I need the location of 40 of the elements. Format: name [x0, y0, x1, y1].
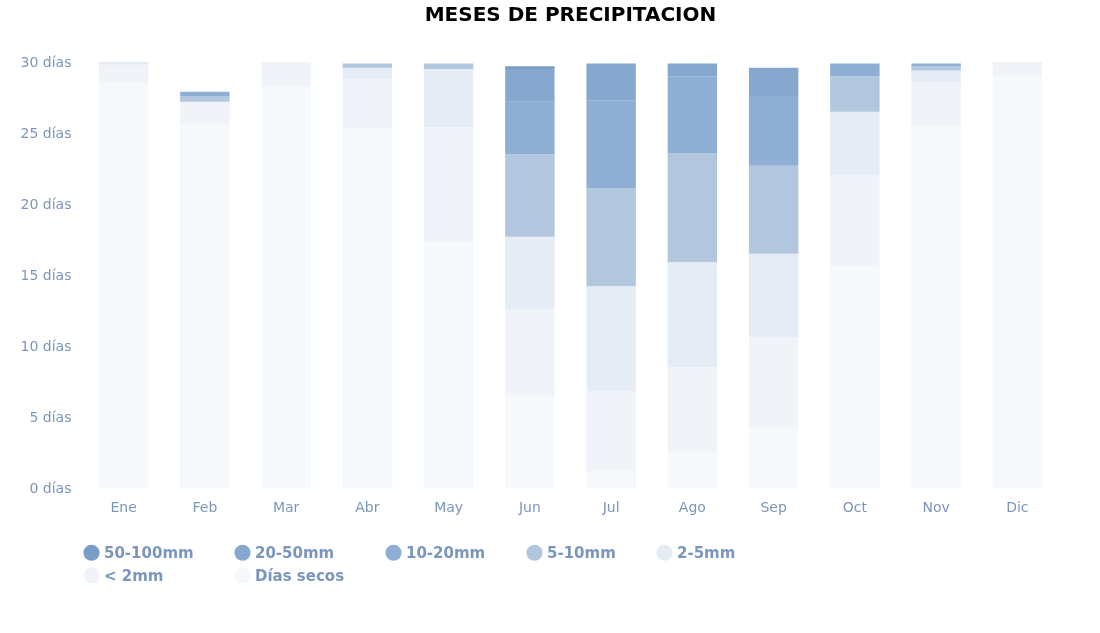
bar — [505, 66, 555, 70]
y-tick-label: 5 días — [29, 408, 72, 425]
bar — [342, 63, 393, 68]
legend-label: 50-100mm — [104, 543, 194, 562]
bar — [180, 91, 230, 97]
x-tick-label: Nov — [922, 498, 950, 515]
bar — [830, 63, 880, 77]
legend-label: 20-50mm — [255, 543, 335, 562]
bar — [586, 188, 636, 287]
x-tick-label: Abr — [355, 498, 380, 515]
bar — [911, 63, 961, 67]
y-tick-label: 30 días — [20, 53, 72, 70]
x-tick-label: Jul — [601, 498, 620, 515]
y-tick-label: 15 días — [20, 266, 72, 283]
bar — [505, 154, 555, 237]
bar — [667, 152, 718, 263]
x-tick-label: Ago — [678, 498, 706, 515]
bar — [748, 165, 799, 254]
x-tick-label: Jun — [517, 498, 541, 515]
legend-label: 2-5mm — [677, 543, 736, 562]
legend-label: < 2mm — [104, 566, 164, 585]
y-tick-label: 10 días — [20, 337, 72, 354]
x-tick-label: Oct — [842, 498, 868, 515]
y-tick-label: 25 días — [20, 124, 72, 141]
legend-label: 10-20mm — [406, 543, 486, 562]
bar — [830, 76, 880, 112]
x-tick-label: May — [434, 498, 464, 515]
bar — [180, 96, 230, 102]
bar — [911, 66, 961, 71]
legend-label: 5-10mm — [547, 543, 616, 562]
y-tick-label: 0 días — [29, 479, 72, 496]
x-tick-label: Ene — [110, 498, 137, 515]
y-tick-label: 20 días — [20, 195, 72, 212]
legend-label: Días secos — [255, 566, 345, 585]
x-tick-label: Sep — [760, 498, 787, 515]
x-tick-label: Feb — [192, 498, 218, 515]
x-tick-label: Mar — [272, 498, 300, 515]
bar — [423, 63, 474, 70]
chart-title: MESES DE PRECIPITACION — [424, 2, 717, 26]
x-tick-label: Dic — [1006, 498, 1029, 515]
